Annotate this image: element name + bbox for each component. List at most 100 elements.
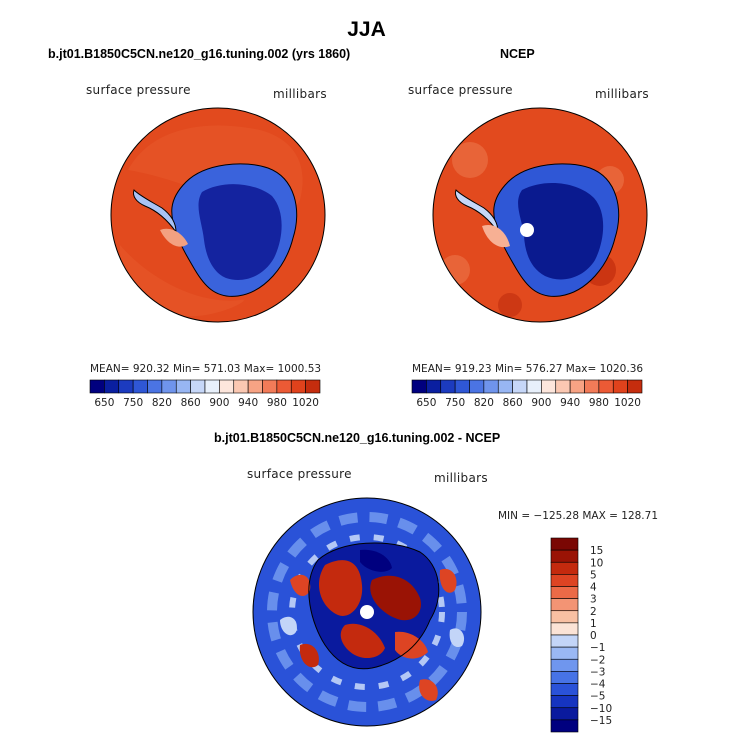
panel1-colorbar-tick-label: 650 (94, 397, 114, 409)
diff-negative-arc (280, 616, 297, 636)
panel1-colorbar-swatch (118, 379, 134, 394)
panel2-colorbar-tick-label: 940 (560, 397, 580, 409)
diff-colorbar-swatch (550, 646, 579, 660)
diff-colorbar-tick-label: 1 (590, 618, 597, 630)
diff-variable-label: surface pressure (247, 467, 352, 481)
panel2-ross-shelf (482, 224, 510, 248)
panel2-colorbar-swatch (612, 379, 628, 394)
panel2-peninsula (455, 189, 499, 234)
panel2-colorbar-swatch (483, 379, 499, 394)
panel1-interior (198, 184, 282, 280)
diff-colorbar-tick-label: 0 (590, 630, 597, 642)
panel2-title: NCEP (500, 47, 535, 61)
panel1-colorbar-swatch (247, 379, 263, 394)
panel1-colorbar-tick-label: 750 (123, 397, 143, 409)
diff-map-border (252, 497, 482, 727)
diff-positive-arc (419, 679, 438, 701)
panel1-stats: MEAN= 920.32 Min= 571.03 Max= 1000.53 (90, 363, 322, 375)
panel2-colorbar-tick-label: 820 (474, 397, 494, 409)
panel2-stats: MEAN= 919.23 Min= 576.27 Max= 1020.36 (412, 363, 644, 375)
panel1-colorbar-swatch (290, 379, 306, 394)
panel2-colorbar-swatch (569, 379, 585, 394)
diff-ring (267, 512, 467, 712)
panel1-colorbar: 650 750 820 860 900 940 980 1020 (89, 379, 321, 409)
panel1-peninsula (133, 189, 177, 234)
diff-colorbar-swatch (550, 586, 579, 599)
diff-pole-mask (360, 605, 374, 619)
panel1-colorbar-swatch (104, 379, 120, 394)
panel1-colorbar-swatch (262, 379, 278, 394)
panel1-colorbar-swatch (89, 379, 105, 394)
panel1-colorbar-swatch (175, 379, 191, 394)
panel1-title: b.jt01.B1850C5CN.ne120_g16.tuning.002 (y… (48, 47, 351, 61)
panel1-colorbar-swatch (204, 379, 220, 394)
diff-colorbar-tick-label: 3 (590, 594, 597, 606)
diff-colorbar-swatch (550, 598, 579, 612)
diff-positive-arc (439, 568, 457, 593)
panel1-colorbar-swatch (219, 379, 235, 394)
diff-colorbar-tick-label: 2 (590, 606, 597, 618)
diff-colorbar-swatch (550, 537, 579, 551)
panel2-colorbar-swatch (555, 379, 571, 394)
panel1-colorbar-tick-label: 940 (238, 397, 258, 409)
panel1-colorbar-swatch (233, 379, 249, 394)
panel1-colorbar-swatch (190, 379, 206, 394)
panel1-colorbar-swatch (276, 379, 292, 394)
diff-colorbar-swatch (550, 634, 579, 648)
panel1-variable-label: surface pressure (86, 83, 191, 97)
panel2-colorbar-swatch (526, 379, 542, 394)
diff-positive-lobe (370, 575, 421, 621)
diff-colorbar-swatch (550, 561, 579, 575)
diff-positive-lobe (395, 631, 428, 659)
panel2-colorbar-swatch (426, 379, 442, 394)
diff-title: b.jt01.B1850C5CN.ne120_g16.tuning.002 - … (214, 431, 501, 445)
panel1-colorbar-swatch (147, 379, 163, 394)
panel2-colorbar-swatch (584, 379, 600, 394)
diff-positive-arc (299, 643, 319, 668)
main-title: JJA (347, 18, 386, 41)
diff-colorbar-tick-label: 4 (590, 582, 597, 594)
panel2-colorbar-tick-label: 860 (503, 397, 523, 409)
panel1-units-label: millibars (273, 87, 327, 101)
panel2-variable-label: surface pressure (408, 83, 513, 97)
panel1-colorbar-tick-label: 900 (209, 397, 229, 409)
diff-colorbar-tick-label: −5 (590, 691, 605, 703)
diff-colorbar-swatch (550, 549, 579, 563)
diff-colorbar-swatch (550, 622, 579, 636)
diff-map (252, 497, 482, 727)
panel2-colorbar-tick-label: 900 (531, 397, 551, 409)
panel2-colorbar-tick-label: 980 (589, 397, 609, 409)
diff-colorbar-tick-label: 10 (590, 557, 603, 569)
diff-colorbar-tick-label: 15 (590, 545, 603, 557)
diff-colorbar-swatch (550, 695, 579, 709)
diff-negative-arc (449, 628, 465, 648)
panel2-colorbar-swatch (541, 379, 557, 394)
panel2-colorbar-swatch (598, 379, 614, 394)
panel1-colorbar-tick-label: 860 (181, 397, 201, 409)
diff-colorbar-tick-label: −1 (590, 642, 605, 654)
diff-positive-lobe (319, 560, 363, 616)
panel1-map (110, 107, 326, 323)
panel2-colorbar-swatch (627, 379, 643, 394)
diff-negative-lobe (360, 549, 392, 572)
panel2-colorbar-tick-label: 1020 (614, 397, 641, 409)
diff-units-label: millibars (434, 471, 488, 485)
panel2-map (432, 107, 648, 323)
panel1-colorbar-tick-label: 820 (152, 397, 172, 409)
diff-colorbar-swatch (550, 707, 579, 721)
diff-colorbar-swatch (550, 610, 579, 624)
diff-antarctica-outline (308, 542, 440, 670)
panel1-colorbar-swatch (161, 379, 177, 394)
panel2-colorbar-swatch (512, 379, 528, 394)
diff-positive-lobe (340, 623, 385, 659)
diff-colorbar-swatch (550, 719, 579, 733)
panel2-ocean-blob (452, 142, 488, 178)
panel2-colorbar-tick-label: 650 (416, 397, 436, 409)
panel2-colorbar-swatch (411, 379, 427, 394)
diff-colorbar-tick-label: −2 (590, 654, 605, 666)
panel2-interior (518, 183, 604, 280)
diff-colorbar-swatch (550, 658, 579, 672)
panel1-ross-shelf (160, 228, 188, 247)
